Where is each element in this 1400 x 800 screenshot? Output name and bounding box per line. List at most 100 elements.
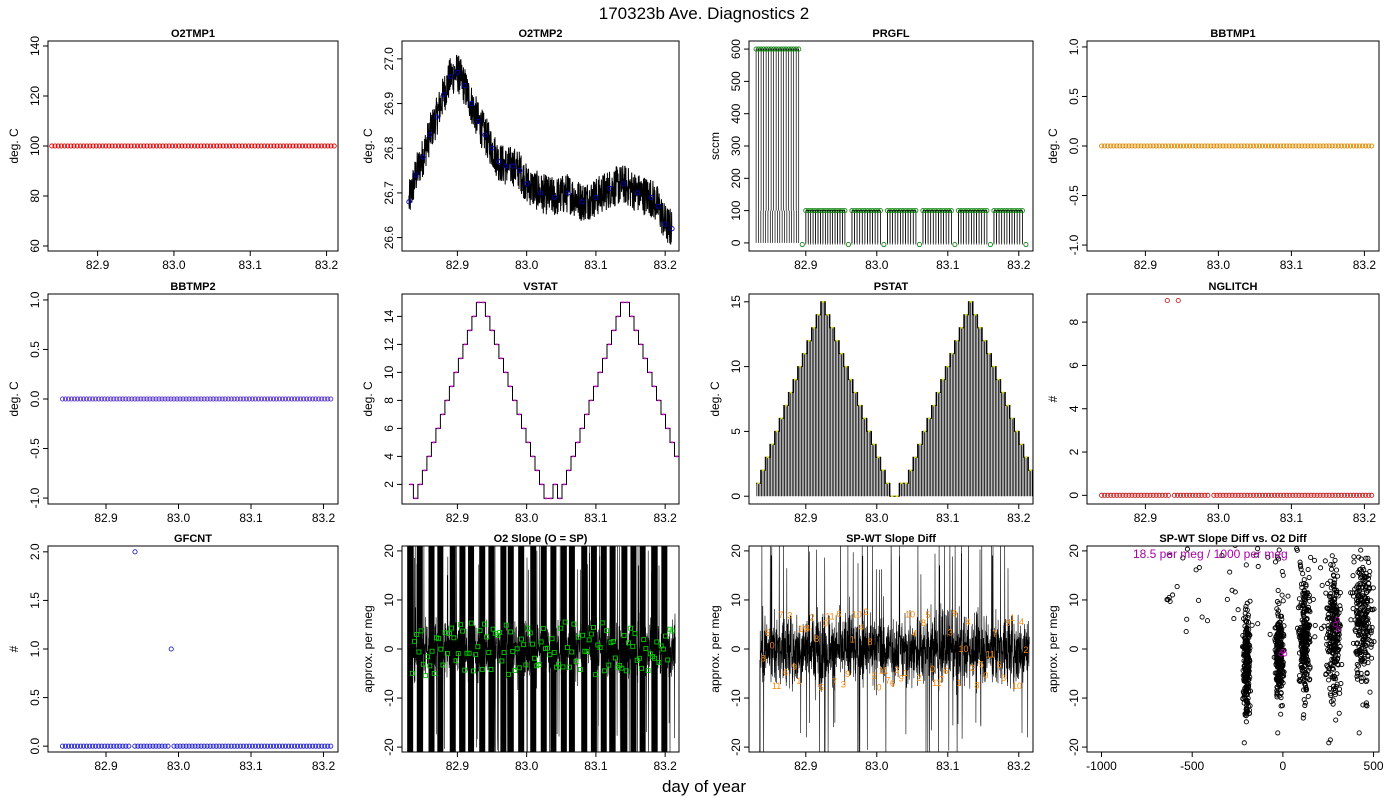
data-point	[312, 143, 318, 149]
y-axis-label: deg. C	[1046, 128, 1060, 164]
data-point	[1165, 492, 1171, 498]
y-tick-label: 6	[382, 425, 396, 432]
data-point	[654, 639, 660, 645]
data-point	[1153, 492, 1159, 498]
data-point	[1301, 678, 1307, 684]
data-point	[556, 661, 562, 667]
data-point	[1298, 581, 1305, 587]
data-point	[1302, 702, 1308, 709]
data-point	[75, 396, 81, 402]
data-point	[1350, 573, 1356, 579]
data-marker: 2	[917, 673, 922, 683]
data-point	[1229, 143, 1235, 149]
data-point	[471, 668, 476, 674]
data-point	[1359, 604, 1365, 610]
data-point	[1247, 143, 1253, 149]
y-tick-label: 0	[1067, 492, 1081, 499]
data-point	[276, 396, 283, 402]
data-point	[1366, 586, 1372, 592]
data-point	[271, 143, 277, 149]
spike-bar	[416, 546, 423, 752]
data-point	[1232, 492, 1238, 498]
data-point	[225, 743, 231, 749]
data-point	[1281, 631, 1287, 637]
data-point	[147, 143, 153, 149]
data-point	[1227, 569, 1233, 575]
data-point	[1330, 602, 1336, 608]
data-point	[1305, 662, 1311, 668]
figure-title: 170323b Ave. Diagnostics 2	[599, 4, 809, 23]
data-point	[1341, 143, 1347, 149]
data-marker: 2	[810, 613, 815, 623]
data-point	[1354, 640, 1360, 646]
data-point	[1099, 143, 1105, 149]
data-point	[138, 143, 144, 149]
data-point	[1274, 606, 1280, 612]
data-point	[1326, 492, 1332, 498]
x-tick-label: 83.2	[653, 759, 677, 773]
data-point	[1327, 578, 1333, 584]
data-marker: 6	[836, 609, 841, 619]
data-point	[1114, 143, 1120, 149]
data-trace	[408, 54, 673, 245]
data-point	[59, 743, 66, 749]
data-point	[665, 657, 671, 663]
data-point	[1156, 143, 1162, 149]
data-point	[274, 143, 280, 149]
data-point	[1302, 143, 1308, 149]
data-point	[318, 143, 325, 149]
data-marker: 4	[1019, 617, 1024, 627]
data-point	[120, 743, 126, 749]
data-marker: 2	[863, 607, 868, 617]
data-point	[1350, 606, 1356, 612]
data-point	[1247, 492, 1253, 498]
data-point	[1363, 702, 1369, 708]
data-point	[1114, 492, 1120, 498]
data-point	[406, 199, 412, 205]
y-tick-label: 0.5	[1067, 88, 1081, 105]
data-point	[510, 163, 516, 169]
data-point	[325, 143, 331, 149]
data-point	[68, 396, 75, 402]
data-point	[1202, 143, 1208, 149]
data-point	[412, 638, 418, 644]
data-point	[1358, 575, 1364, 581]
x-tick-label: 83.0	[167, 511, 191, 525]
y-tick-label: 1.0	[28, 640, 42, 657]
data-point	[159, 743, 165, 749]
data-point	[1300, 715, 1306, 721]
data-point	[1332, 610, 1338, 617]
data-point	[454, 69, 460, 75]
spike-bar	[630, 546, 637, 752]
data-point	[1126, 492, 1132, 498]
data-point	[1358, 670, 1364, 676]
data-point	[216, 743, 222, 749]
data-point	[289, 743, 295, 749]
data-point	[1353, 143, 1360, 149]
panel-gfcnt: GFCNT #82.9 83.0 83.1 83.2 0.0 0.5 1.0 1.5 2.0	[7, 533, 339, 773]
data-point	[1187, 143, 1193, 149]
y-tick-label: 27.0	[382, 47, 396, 71]
data-point	[1259, 492, 1265, 498]
data-point	[80, 143, 87, 149]
data-point	[1305, 590, 1311, 596]
data-point	[207, 396, 213, 402]
data-point	[1360, 642, 1366, 648]
data-point	[1232, 546, 1238, 549]
x-tick-label: 82.9	[794, 511, 818, 525]
data-point	[258, 396, 264, 402]
data-point	[1245, 639, 1251, 645]
data-point	[1324, 606, 1331, 612]
data-point	[1220, 492, 1226, 498]
data-point	[1327, 685, 1333, 691]
data-point	[84, 396, 90, 402]
data-point	[1335, 143, 1341, 149]
data-marker: 8	[921, 618, 926, 628]
data-point	[1369, 655, 1375, 661]
data-point	[144, 396, 150, 402]
data-point	[597, 644, 603, 650]
data-point	[62, 396, 69, 402]
data-point	[488, 666, 494, 672]
data-point	[210, 396, 216, 402]
